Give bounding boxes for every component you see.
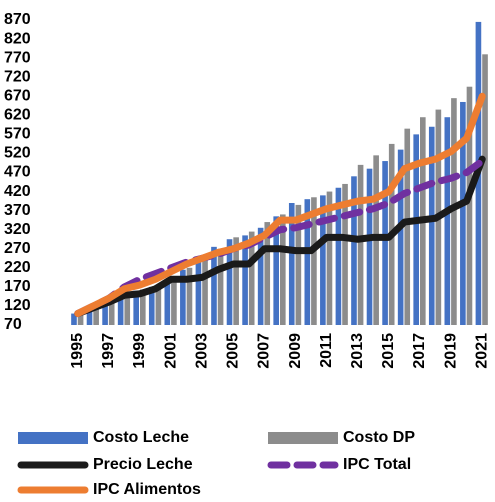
bar bbox=[186, 267, 193, 325]
bar bbox=[86, 307, 93, 325]
x-tick-label: 2007 bbox=[256, 333, 273, 369]
y-tick-label: 120 bbox=[4, 297, 31, 314]
x-tick-label: 2019 bbox=[442, 333, 459, 369]
y-tick-label: 720 bbox=[4, 68, 31, 85]
x-tick-label: 2011 bbox=[318, 333, 335, 368]
bar bbox=[466, 86, 473, 325]
x-tick-label: 2015 bbox=[380, 333, 397, 369]
legend-label: Precio Leche bbox=[93, 456, 193, 473]
bar bbox=[273, 216, 280, 325]
line bbox=[74, 92, 486, 318]
y-tick-label: 620 bbox=[4, 107, 31, 124]
y-tick-label: 70 bbox=[4, 316, 22, 333]
legend-label: IPC Alimentos bbox=[93, 481, 201, 498]
bar bbox=[482, 54, 488, 325]
bar bbox=[335, 187, 342, 325]
y-tick-label: 220 bbox=[4, 259, 31, 276]
bar bbox=[404, 128, 411, 325]
y-tick-label: 570 bbox=[4, 126, 31, 143]
y-tick-label: 770 bbox=[4, 49, 31, 66]
y-tick-label: 370 bbox=[4, 202, 31, 219]
bar bbox=[155, 284, 162, 325]
bar bbox=[133, 290, 140, 325]
x-tick-label: 2017 bbox=[411, 333, 428, 369]
bar bbox=[444, 117, 451, 325]
y-tick-label: 520 bbox=[4, 145, 31, 162]
bar bbox=[242, 235, 248, 325]
bar bbox=[180, 269, 186, 325]
line bbox=[74, 155, 486, 318]
bar bbox=[326, 191, 333, 325]
bar bbox=[71, 313, 77, 325]
x-tick-label: 2005 bbox=[225, 333, 242, 369]
x-tick-label: 2021 bbox=[473, 333, 490, 369]
legend-label: Costo DP bbox=[343, 429, 415, 446]
x-tick-label: 2013 bbox=[349, 333, 366, 369]
bar bbox=[397, 149, 404, 325]
bar bbox=[366, 168, 373, 325]
legend-label: IPC Total bbox=[343, 456, 411, 473]
x-tick-label: 2001 bbox=[162, 333, 179, 369]
bar bbox=[164, 281, 171, 325]
bar bbox=[280, 214, 286, 325]
bar bbox=[93, 306, 99, 325]
x-tick-label: 2009 bbox=[287, 333, 304, 369]
bar bbox=[102, 302, 108, 325]
bar bbox=[108, 301, 115, 325]
bar bbox=[295, 204, 302, 325]
bar bbox=[382, 161, 388, 325]
bar bbox=[311, 197, 317, 325]
bar bbox=[202, 256, 208, 325]
bar bbox=[148, 286, 155, 325]
y-tick-label: 170 bbox=[4, 278, 31, 295]
bar bbox=[257, 227, 264, 325]
y-tick-label: 670 bbox=[4, 87, 31, 104]
y-tick-label: 270 bbox=[4, 240, 31, 257]
bar bbox=[217, 248, 224, 325]
y-tick-label: 320 bbox=[4, 221, 31, 238]
bar bbox=[195, 258, 202, 325]
x-tick-label: 1995 bbox=[69, 333, 86, 369]
bar bbox=[288, 203, 295, 325]
bar bbox=[320, 195, 326, 325]
bar bbox=[171, 279, 177, 325]
bar bbox=[357, 164, 364, 325]
x-tick-label: 2003 bbox=[193, 333, 210, 369]
line bbox=[74, 157, 486, 318]
bar bbox=[248, 231, 255, 325]
bar bbox=[413, 134, 420, 325]
y-tick-label: 870 bbox=[4, 11, 31, 28]
y-tick-label: 420 bbox=[4, 183, 31, 200]
legend-label: Costo Leche bbox=[93, 429, 189, 446]
bar bbox=[428, 126, 435, 325]
bar bbox=[140, 289, 146, 325]
bar bbox=[351, 176, 357, 325]
bar bbox=[264, 222, 271, 325]
bar bbox=[233, 237, 239, 325]
y-tick-label: 820 bbox=[4, 30, 31, 47]
legend-swatch bbox=[18, 432, 88, 444]
bar bbox=[117, 294, 124, 325]
y-tick-label: 470 bbox=[4, 164, 31, 181]
bar bbox=[211, 246, 217, 325]
bar bbox=[451, 98, 457, 325]
bar bbox=[460, 101, 466, 325]
bar bbox=[304, 199, 311, 325]
bar bbox=[124, 293, 131, 325]
x-tick-label: 1999 bbox=[131, 333, 148, 369]
bar bbox=[342, 183, 348, 325]
bar bbox=[77, 313, 84, 325]
x-tick-label: 1997 bbox=[100, 333, 117, 369]
legend-swatch bbox=[268, 432, 338, 444]
bar bbox=[226, 239, 233, 325]
